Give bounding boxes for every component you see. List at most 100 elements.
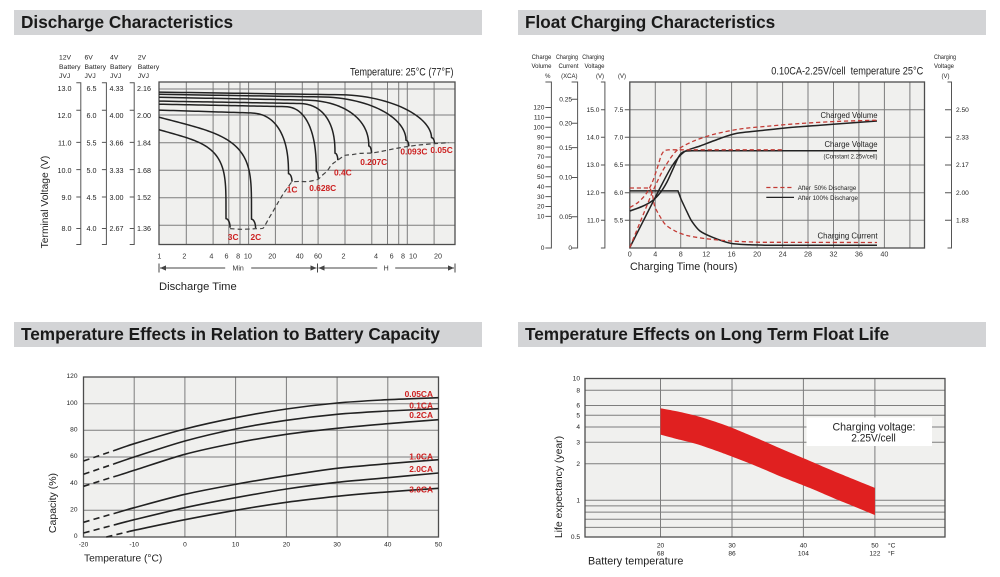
svg-text:3: 3	[576, 439, 580, 446]
svg-text:0.1CA: 0.1CA	[409, 401, 433, 411]
svg-text:1.84: 1.84	[137, 139, 151, 148]
svg-text:JVJ: JVJ	[59, 73, 70, 80]
svg-text:0: 0	[568, 245, 572, 252]
svg-text:(V): (V)	[942, 74, 950, 80]
svg-text:Charge: Charge	[532, 55, 552, 61]
svg-text:Life expectancy (year): Life expectancy (year)	[554, 436, 565, 538]
svg-text:2.50: 2.50	[956, 107, 969, 114]
svg-text:5.5: 5.5	[87, 139, 97, 148]
svg-text:20: 20	[268, 251, 276, 260]
svg-text:Charging: Charging	[556, 55, 578, 61]
svg-text:%: %	[545, 74, 551, 80]
svg-text:Battery temperature: Battery temperature	[588, 556, 683, 568]
svg-text:40: 40	[880, 250, 888, 259]
svg-text:After 50% Discharge: After 50% Discharge	[798, 185, 857, 192]
svg-text:Min: Min	[233, 265, 244, 272]
svg-text:2: 2	[342, 251, 346, 260]
svg-text:30: 30	[333, 542, 341, 549]
svg-text:0.05: 0.05	[559, 214, 572, 221]
svg-text:Temperature: 25°C (77°F): Temperature: 25°C (77°F)	[350, 67, 454, 79]
svg-text:1C: 1C	[287, 184, 298, 194]
svg-text:40: 40	[70, 480, 78, 487]
svg-text:13.0: 13.0	[587, 162, 600, 169]
svg-text:60: 60	[70, 453, 78, 460]
svg-text:60: 60	[314, 251, 322, 260]
svg-text:Charging Time (hours): Charging Time (hours)	[630, 261, 737, 273]
svg-text:2.0CA: 2.0CA	[409, 464, 433, 474]
svg-text:12.0: 12.0	[58, 111, 72, 120]
svg-text:8: 8	[679, 250, 683, 259]
svg-text:0: 0	[628, 250, 632, 259]
svg-text:50: 50	[435, 542, 443, 549]
svg-text:4.00: 4.00	[110, 111, 124, 120]
svg-text:1.52: 1.52	[137, 193, 151, 202]
svg-text:11.0: 11.0	[58, 139, 71, 148]
svg-text:10: 10	[232, 542, 240, 549]
svg-text:3C: 3C	[228, 232, 239, 242]
svg-text:2.17: 2.17	[956, 162, 969, 169]
svg-text:2.00: 2.00	[956, 190, 969, 197]
svg-text:Charge Voltage: Charge Voltage	[825, 140, 878, 149]
svg-text:Temperature (°C): Temperature (°C)	[84, 554, 162, 565]
svg-text:Battery: Battery	[138, 64, 160, 71]
svg-text:40: 40	[296, 251, 304, 260]
svg-text:36: 36	[855, 250, 863, 259]
svg-text:6: 6	[225, 251, 229, 260]
svg-text:1.0CA: 1.0CA	[409, 451, 433, 461]
svg-text:2C: 2C	[251, 232, 262, 242]
svg-text:28: 28	[804, 250, 812, 259]
svg-text:68: 68	[657, 551, 665, 558]
svg-text:20: 20	[753, 250, 761, 259]
svg-text:4: 4	[209, 251, 213, 260]
svg-text:32: 32	[830, 250, 838, 259]
svg-text:0.093C: 0.093C	[400, 146, 427, 156]
svg-text:15.0: 15.0	[587, 107, 600, 114]
svg-text:0: 0	[183, 542, 187, 549]
svg-text:110: 110	[534, 115, 545, 122]
svg-text:24: 24	[779, 250, 787, 259]
svg-text:After 100% Discharge: After 100% Discharge	[798, 195, 859, 202]
svg-text:2.33: 2.33	[956, 135, 969, 142]
svg-text:1: 1	[576, 498, 580, 505]
svg-text:50: 50	[871, 543, 879, 550]
svg-text:-20: -20	[79, 542, 89, 549]
svg-text:5.0: 5.0	[87, 166, 97, 175]
svg-text:JVJ: JVJ	[110, 73, 121, 80]
svg-text:Charging: Charging	[582, 55, 604, 61]
svg-text:H: H	[384, 265, 389, 272]
svg-text:Charging voltage:: Charging voltage:	[833, 422, 916, 434]
svg-text:0.25: 0.25	[559, 96, 572, 103]
svg-text:Terminal Voltage (V): Terminal Voltage (V)	[40, 156, 51, 249]
svg-text:0.2CA: 0.2CA	[409, 410, 433, 420]
svg-text:3.0CA: 3.0CA	[409, 485, 433, 495]
svg-text:20: 20	[70, 507, 78, 514]
svg-text:0.20: 0.20	[559, 120, 572, 127]
svg-text:120: 120	[66, 373, 77, 380]
svg-text:6: 6	[576, 403, 580, 410]
svg-text:3.66: 3.66	[110, 139, 124, 148]
svg-text:10: 10	[573, 376, 581, 383]
svg-text:40: 40	[537, 184, 545, 191]
svg-text:3.00: 3.00	[110, 193, 124, 202]
svg-text:(V): (V)	[618, 74, 626, 80]
svg-text:Voltage: Voltage	[934, 64, 955, 70]
svg-text:104: 104	[798, 551, 809, 558]
svg-text:6: 6	[390, 251, 394, 260]
svg-text:Capacity (%): Capacity (%)	[47, 473, 59, 533]
svg-text:(XCA): (XCA)	[561, 74, 577, 80]
svg-text:4: 4	[576, 424, 580, 431]
svg-text:2V: 2V	[138, 55, 147, 62]
svg-text:30: 30	[537, 194, 545, 201]
svg-text:0.05CA: 0.05CA	[405, 389, 433, 399]
svg-text:7.5: 7.5	[614, 107, 623, 114]
svg-text:°F: °F	[888, 550, 895, 558]
svg-text:2.25V/cell: 2.25V/cell	[851, 433, 896, 445]
svg-text:20: 20	[434, 251, 442, 260]
svg-text:0.207C: 0.207C	[360, 157, 387, 167]
svg-text:Discharge Time: Discharge Time	[159, 281, 237, 293]
svg-text:86: 86	[728, 551, 736, 558]
svg-text:°C: °C	[888, 542, 896, 550]
svg-text:2.67: 2.67	[110, 224, 124, 233]
svg-text:80: 80	[537, 144, 545, 151]
svg-text:0.05C: 0.05C	[430, 145, 452, 155]
